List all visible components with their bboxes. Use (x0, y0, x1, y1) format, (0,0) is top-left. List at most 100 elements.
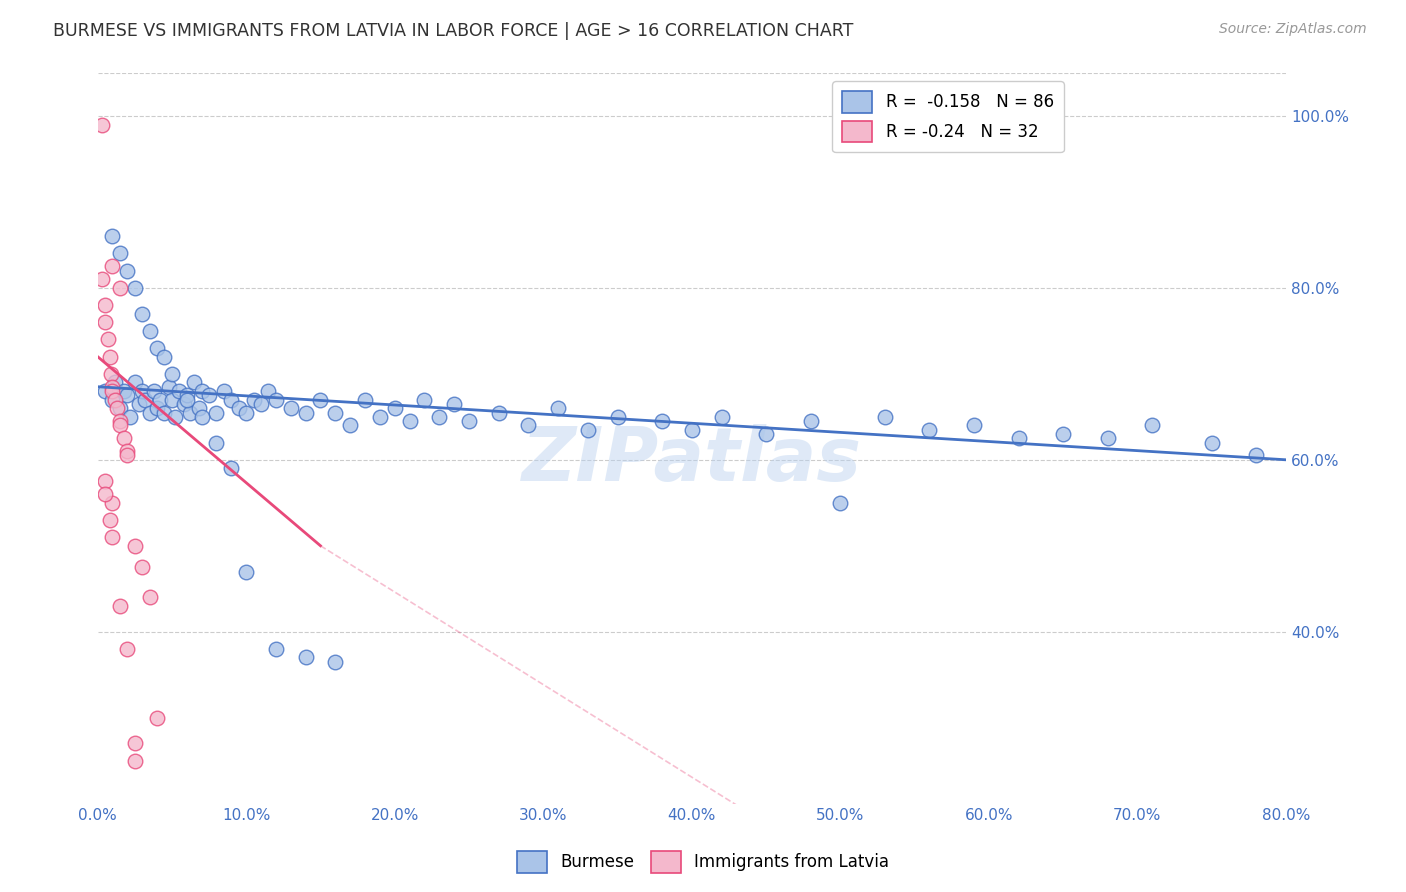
Point (280, 401, 302, 416)
Point (108, 281, 131, 295)
Point (105, 401, 128, 416)
Point (264, 641, 287, 656)
Point (323, 655, 346, 669)
Point (94, 475, 117, 489)
Point (134, 392, 156, 407)
Point (101, 380, 124, 394)
Point (108, 599, 131, 613)
Point (488, 405, 510, 419)
Point (1201, 435, 1223, 450)
Point (101, 260, 124, 274)
Legend: R =  -0.158   N = 86, R = -0.24   N = 32: R = -0.158 N = 86, R = -0.24 N = 32 (832, 81, 1064, 153)
Point (323, 405, 346, 419)
Point (212, 384, 235, 398)
Point (124, 281, 146, 295)
Point (398, 414, 420, 428)
Point (228, 401, 250, 416)
Point (651, 414, 673, 428)
Point (242, 392, 264, 407)
Point (517, 418, 540, 433)
Point (294, 405, 316, 419)
Point (101, 530, 124, 544)
Point (257, 384, 280, 398)
Point (108, 418, 131, 433)
Point (339, 418, 361, 433)
Point (427, 409, 450, 424)
Point (91, 272, 114, 286)
Point (1007, 431, 1029, 445)
Point (190, 409, 212, 424)
Point (183, 376, 205, 390)
Point (153, 350, 176, 364)
Point (294, 650, 316, 665)
Point (117, 449, 139, 463)
Point (128, 397, 150, 411)
Point (101, 384, 124, 398)
Point (117, 263, 139, 277)
Point (963, 418, 986, 433)
Text: ZIPatlas: ZIPatlas (522, 424, 862, 497)
Point (117, 641, 139, 656)
Point (250, 397, 273, 411)
Point (131, 307, 153, 321)
Text: Source: ZipAtlas.com: Source: ZipAtlas.com (1219, 22, 1367, 37)
Point (681, 423, 703, 437)
Point (101, 496, 124, 510)
Point (710, 409, 733, 424)
Point (918, 423, 941, 437)
Point (221, 461, 243, 475)
Point (309, 392, 332, 407)
Point (205, 435, 228, 450)
Point (873, 409, 896, 424)
Point (108, 401, 131, 416)
Point (1097, 431, 1119, 445)
Point (112, 431, 135, 445)
Point (91, 118, 114, 132)
Point (153, 405, 176, 419)
Point (101, 229, 124, 244)
Point (160, 392, 183, 407)
Point (98, 513, 121, 527)
Point (124, 539, 146, 553)
Point (458, 414, 481, 428)
Point (117, 444, 139, 458)
Point (176, 388, 198, 402)
Point (198, 388, 221, 402)
Point (1142, 418, 1164, 433)
Point (187, 401, 209, 416)
Point (413, 392, 436, 407)
Text: BURMESE VS IMMIGRANTS FROM LATVIA IN LABOR FORCE | AGE > 16 CORRELATION CHART: BURMESE VS IMMIGRANTS FROM LATVIA IN LAB… (53, 22, 853, 40)
Point (800, 414, 823, 428)
Point (169, 384, 191, 398)
Point (146, 341, 169, 355)
Legend: Burmese, Immigrants from Latvia: Burmese, Immigrants from Latvia (510, 845, 896, 880)
Point (1244, 449, 1267, 463)
Point (221, 392, 243, 407)
Point (368, 409, 391, 424)
Point (264, 392, 287, 407)
Point (131, 560, 153, 574)
Point (98, 350, 121, 364)
Point (120, 409, 142, 424)
Point (176, 392, 198, 407)
Point (205, 405, 228, 419)
Point (443, 397, 465, 411)
Point (149, 392, 172, 407)
Point (117, 388, 139, 402)
Point (179, 405, 201, 419)
Point (235, 565, 257, 579)
Point (138, 591, 160, 605)
Point (124, 376, 146, 390)
Point (547, 401, 569, 416)
Point (94, 315, 117, 329)
Point (124, 736, 146, 750)
Point (104, 392, 127, 407)
Point (112, 384, 135, 398)
Point (104, 376, 127, 390)
Point (354, 392, 377, 407)
Point (94, 298, 117, 312)
Point (146, 401, 169, 416)
Point (138, 324, 160, 338)
Point (94, 487, 117, 501)
Point (160, 367, 183, 381)
